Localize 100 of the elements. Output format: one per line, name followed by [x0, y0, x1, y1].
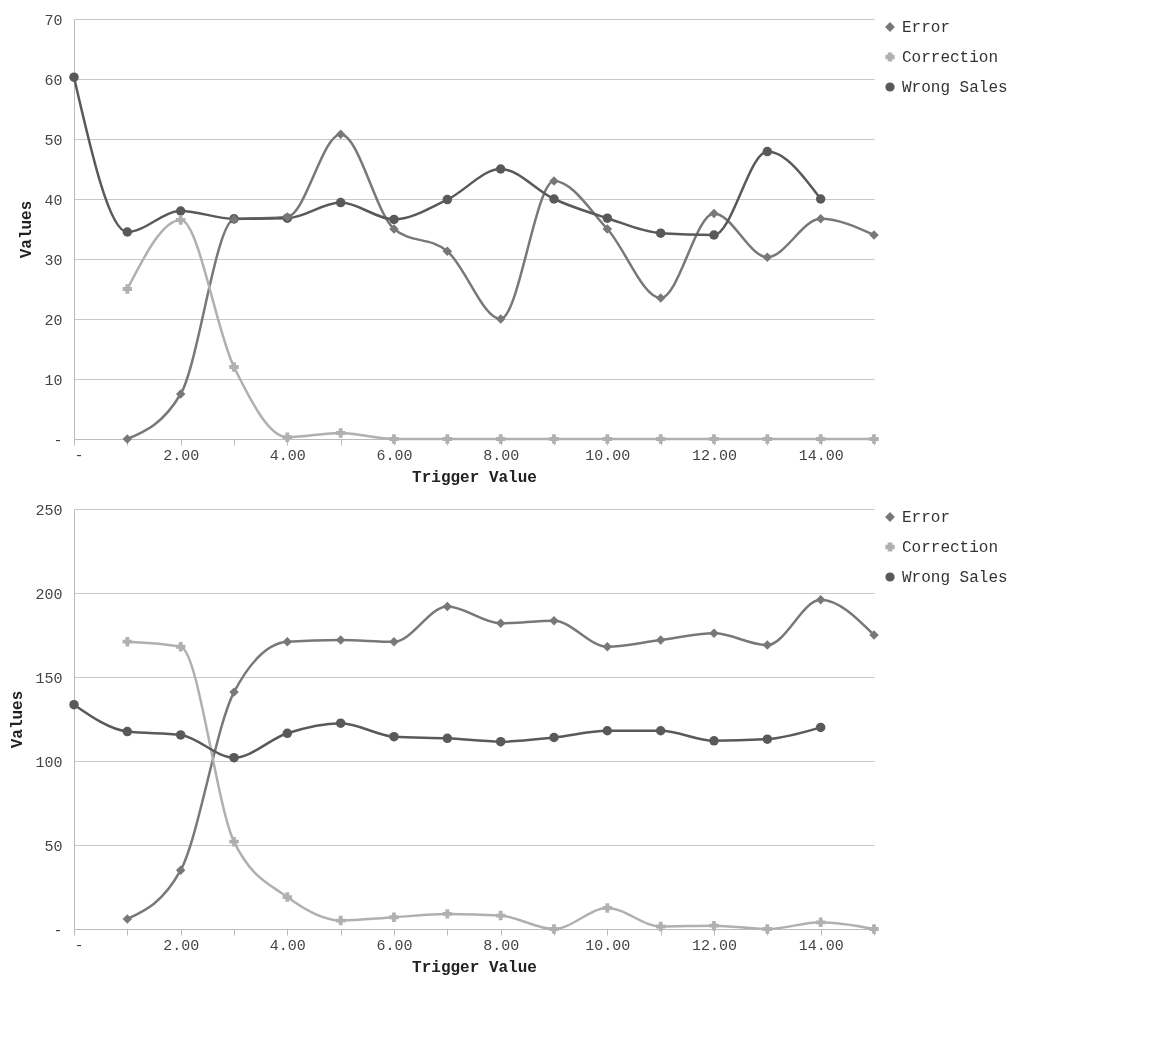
point	[335, 718, 346, 728]
point	[442, 194, 453, 205]
legend-label: Error	[902, 19, 951, 37]
y-tick-label: -	[53, 432, 63, 450]
point	[655, 228, 666, 238]
point	[709, 230, 719, 240]
point	[389, 214, 399, 225]
point	[175, 865, 186, 875]
y-tick-label: 60	[44, 72, 63, 90]
point	[815, 194, 826, 204]
point	[495, 618, 506, 628]
point	[442, 601, 453, 612]
point	[389, 636, 399, 647]
x-tick-label: 12.00	[691, 447, 738, 465]
legend-label: Correction	[902, 539, 999, 557]
point	[229, 752, 239, 763]
y-tick-label: 70	[44, 12, 63, 30]
point	[122, 284, 133, 294]
point	[549, 615, 559, 626]
point	[815, 722, 826, 733]
point	[175, 642, 186, 652]
point	[442, 909, 453, 919]
point	[389, 434, 399, 444]
point	[229, 362, 239, 372]
x-tick-label: 10.00	[585, 937, 631, 955]
point	[815, 434, 826, 444]
point	[549, 924, 559, 934]
point	[335, 428, 346, 438]
point	[762, 924, 773, 934]
point	[335, 129, 346, 139]
x-tick-label: 6.00	[376, 937, 413, 955]
point	[389, 912, 399, 922]
point	[655, 293, 666, 303]
x-tick-label: 8.00	[483, 937, 520, 955]
point	[602, 213, 613, 223]
point	[442, 246, 453, 256]
point	[175, 389, 186, 399]
point	[389, 731, 399, 742]
point	[655, 635, 666, 645]
x-tick-label: 10.00	[585, 447, 631, 465]
point	[709, 434, 719, 444]
point	[762, 146, 773, 157]
point	[122, 726, 133, 737]
point	[762, 734, 773, 744]
legend-label: Error	[902, 509, 951, 527]
point	[229, 836, 239, 847]
legend-label: Wrong Sales	[902, 79, 1008, 97]
point	[709, 920, 719, 931]
y-tick-label: 250	[35, 502, 63, 520]
x-tick-label: -	[74, 447, 84, 465]
x-axis-title: Trigger Value	[412, 468, 537, 487]
point	[175, 206, 186, 216]
point	[549, 194, 559, 204]
x-tick-label: 12.00	[691, 937, 738, 955]
point	[815, 214, 826, 224]
point	[709, 208, 719, 219]
point	[282, 892, 293, 902]
x-tick-label: 4.00	[269, 447, 306, 465]
y-axis-title: Values	[9, 690, 28, 749]
point	[495, 434, 506, 444]
point	[709, 628, 719, 639]
point	[175, 215, 186, 225]
y-tick-label: 50	[44, 132, 63, 150]
point	[442, 434, 453, 444]
point	[282, 728, 293, 739]
point	[69, 699, 79, 710]
point	[602, 224, 613, 234]
y-tick-label: 100	[35, 754, 63, 772]
legend-label: Correction	[902, 49, 999, 67]
x-axis-title: Trigger Value	[412, 958, 537, 977]
x-tick-label: -	[74, 937, 84, 955]
x-tick-label: 2.00	[163, 447, 200, 465]
y-tick-label: 200	[35, 586, 63, 604]
point	[709, 736, 719, 746]
point	[549, 434, 559, 444]
x-tick-label: 14.00	[798, 447, 844, 465]
y-tick-label: 150	[35, 670, 63, 688]
point	[335, 197, 346, 208]
point	[495, 164, 506, 174]
point	[602, 642, 613, 652]
point	[122, 636, 133, 647]
x-tick-label: 6.00	[376, 447, 413, 465]
y-tick-label: 50	[44, 838, 63, 856]
legend-label: Wrong Sales	[902, 569, 1008, 587]
y-tick-label: 10	[44, 372, 63, 390]
point	[549, 732, 559, 743]
point	[175, 730, 186, 740]
x-tick-label: 2.00	[163, 937, 200, 955]
point	[762, 434, 773, 444]
point	[815, 594, 826, 605]
point	[762, 640, 773, 650]
point	[762, 252, 773, 262]
x-tick-label: 8.00	[483, 447, 520, 465]
point	[282, 432, 293, 442]
y-axis-title: Values	[18, 200, 37, 259]
point	[815, 917, 826, 928]
y-tick-label: 30	[44, 252, 63, 270]
point	[602, 726, 613, 736]
y-tick-label: -	[53, 922, 63, 940]
x-tick-label: 14.00	[798, 937, 844, 955]
